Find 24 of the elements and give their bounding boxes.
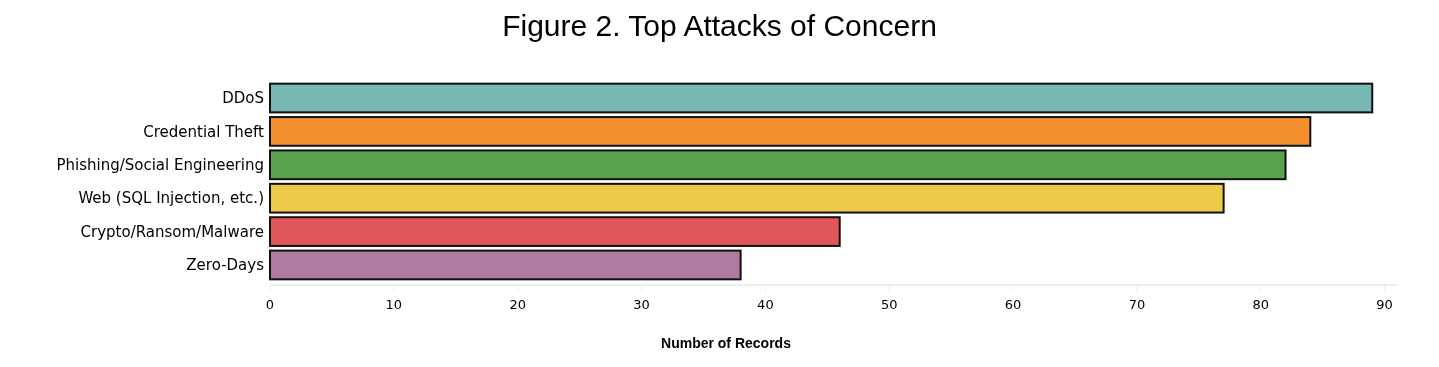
y-tick-label: Web (SQL Injection, etc.) bbox=[78, 189, 264, 208]
y-tick-label: Zero-Days bbox=[186, 256, 265, 275]
x-tick-label: 70 bbox=[1128, 297, 1146, 312]
bar bbox=[269, 249, 742, 281]
bar bbox=[269, 116, 1312, 147]
x-tick-label: 50 bbox=[880, 297, 898, 312]
bar bbox=[269, 182, 1225, 214]
x-tick-label: 60 bbox=[1004, 297, 1022, 312]
x-tick-label: 20 bbox=[509, 297, 526, 312]
x-tick-label: 90 bbox=[1376, 297, 1393, 312]
y-tick-label: Credential Theft bbox=[143, 122, 265, 141]
y-tick-label: Crypto/Ransom/Malware bbox=[80, 222, 264, 241]
bar bbox=[269, 82, 1374, 114]
y-tick-label: Phishing/Social Engineering bbox=[56, 156, 264, 175]
bar bbox=[269, 216, 841, 247]
x-tick-label: 40 bbox=[757, 297, 774, 312]
x-tick-label: 0 bbox=[265, 297, 275, 312]
y-tick-label: DDoS bbox=[222, 89, 264, 108]
x-tick-label: 10 bbox=[385, 297, 403, 312]
bar bbox=[269, 149, 1287, 181]
chart-title: Figure 2. Top Attacks of Concern bbox=[502, 9, 937, 42]
x-axis-title: Number of Records bbox=[661, 335, 792, 351]
x-tick-label: 80 bbox=[1252, 297, 1270, 312]
x-tick-label: 30 bbox=[633, 297, 650, 312]
